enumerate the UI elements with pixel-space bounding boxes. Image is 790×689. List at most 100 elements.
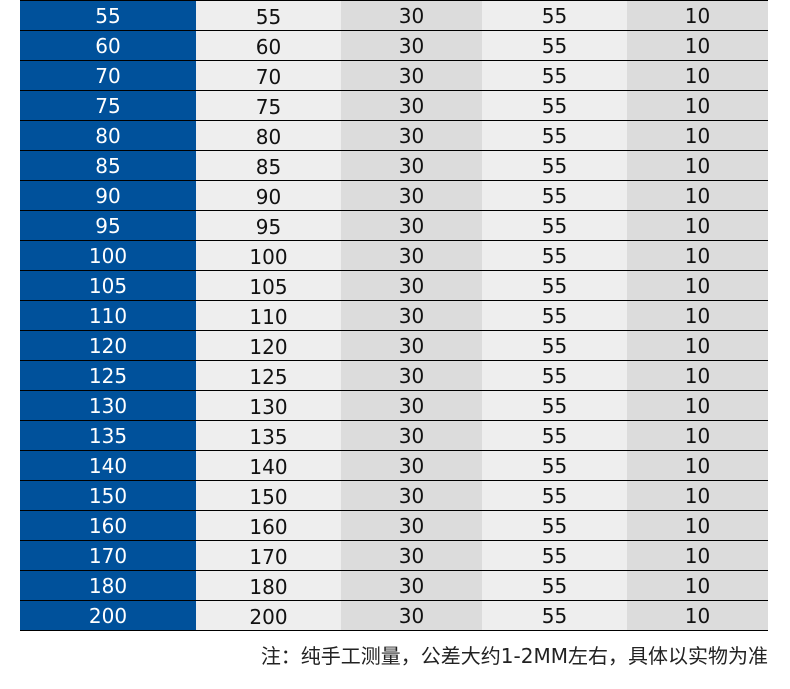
- table-row: 55 55 30 55 10: [20, 1, 768, 31]
- page-content: 55 55 30 55 10 60 60 30 55 10 70 70 30 55 10 75 75 30 55 10…: [20, 0, 768, 668]
- table-cell: 10: [627, 421, 768, 450]
- table-cell: 55: [196, 1, 341, 30]
- table-cell: 85: [196, 151, 341, 180]
- table-cell: 55: [482, 271, 627, 300]
- table-cell: 60: [196, 31, 341, 60]
- table-cell: 30: [341, 481, 482, 510]
- table-cell: 55: [482, 451, 627, 480]
- table-cell: 10: [627, 121, 768, 150]
- table-cell: 10: [627, 331, 768, 360]
- table-cell: 30: [341, 451, 482, 480]
- table-cell: 10: [627, 571, 768, 600]
- table-cell: 55: [482, 211, 627, 240]
- table-cell: 95: [196, 211, 341, 240]
- table-cell: 90: [196, 181, 341, 210]
- table-cell: 170: [196, 541, 341, 570]
- table-row: 100 100 30 55 10: [20, 241, 768, 271]
- table-cell: 30: [341, 91, 482, 120]
- table-cell: 70: [196, 61, 341, 90]
- table-row: 125 125 30 55 10: [20, 361, 768, 391]
- table-cell: 55: [482, 541, 627, 570]
- table-row: 70 70 30 55 10: [20, 61, 768, 91]
- table-cell: 55: [482, 421, 627, 450]
- table-cell: 30: [341, 391, 482, 420]
- table-cell: 30: [341, 541, 482, 570]
- table-cell: 100: [196, 241, 341, 270]
- table-cell: 30: [341, 511, 482, 540]
- row-header-cell: 125: [20, 361, 196, 390]
- table-cell: 180: [196, 571, 341, 600]
- table-cell: 10: [627, 481, 768, 510]
- table-cell: 10: [627, 1, 768, 30]
- row-header-cell: 120: [20, 331, 196, 360]
- row-header-cell: 200: [20, 601, 196, 630]
- table-cell: 10: [627, 151, 768, 180]
- table-cell: 55: [482, 61, 627, 90]
- table-cell: 10: [627, 271, 768, 300]
- table-cell: 55: [482, 121, 627, 150]
- table-cell: 75: [196, 91, 341, 120]
- table-cell: 10: [627, 211, 768, 240]
- table-row: 90 90 30 55 10: [20, 181, 768, 211]
- table-cell: 10: [627, 31, 768, 60]
- table-cell: 55: [482, 1, 627, 30]
- table-cell: 110: [196, 301, 341, 330]
- table-row: 140 140 30 55 10: [20, 451, 768, 481]
- table-row: 150 150 30 55 10: [20, 481, 768, 511]
- table-cell: 55: [482, 31, 627, 60]
- table-cell: 10: [627, 601, 768, 630]
- table-cell: 30: [341, 31, 482, 60]
- table-row: 85 85 30 55 10: [20, 151, 768, 181]
- row-header-cell: 110: [20, 301, 196, 330]
- row-header-cell: 150: [20, 481, 196, 510]
- table-cell: 10: [627, 451, 768, 480]
- table-cell: 125: [196, 361, 341, 390]
- table-cell: 30: [341, 121, 482, 150]
- table-cell: 10: [627, 181, 768, 210]
- table-cell: 30: [341, 211, 482, 240]
- row-header-cell: 55: [20, 1, 196, 30]
- row-header-cell: 80: [20, 121, 196, 150]
- table-cell: 30: [341, 361, 482, 390]
- row-header-cell: 60: [20, 31, 196, 60]
- table-cell: 30: [341, 151, 482, 180]
- row-header-cell: 135: [20, 421, 196, 450]
- row-header-cell: 70: [20, 61, 196, 90]
- table-cell: 160: [196, 511, 341, 540]
- table-cell: 30: [341, 331, 482, 360]
- table-cell: 10: [627, 91, 768, 120]
- row-header-cell: 85: [20, 151, 196, 180]
- table-cell: 10: [627, 361, 768, 390]
- table-cell: 55: [482, 601, 627, 630]
- row-header-cell: 90: [20, 181, 196, 210]
- table-row: 80 80 30 55 10: [20, 121, 768, 151]
- row-header-cell: 100: [20, 241, 196, 270]
- table-row: 135 135 30 55 10: [20, 421, 768, 451]
- table-cell: 30: [341, 421, 482, 450]
- table-cell: 120: [196, 331, 341, 360]
- table-row: 75 75 30 55 10: [20, 91, 768, 121]
- row-header-cell: 170: [20, 541, 196, 570]
- table-cell: 30: [341, 181, 482, 210]
- table-row: 130 130 30 55 10: [20, 391, 768, 421]
- table-cell: 55: [482, 331, 627, 360]
- table-cell: 55: [482, 241, 627, 270]
- size-table: 55 55 30 55 10 60 60 30 55 10 70 70 30 55 10 75 75 30 55 10…: [20, 0, 768, 631]
- table-cell: 10: [627, 241, 768, 270]
- row-header-cell: 75: [20, 91, 196, 120]
- table-cell: 150: [196, 481, 341, 510]
- table-cell: 30: [341, 301, 482, 330]
- table-cell: 135: [196, 421, 341, 450]
- table-cell: 30: [341, 61, 482, 90]
- row-header-cell: 130: [20, 391, 196, 420]
- row-header-cell: 105: [20, 271, 196, 300]
- measurement-note: 注：纯手工测量，公差大约1-2MM左右，具体以实物为准: [260, 644, 768, 668]
- table-row: 110 110 30 55 10: [20, 301, 768, 331]
- table-cell: 30: [341, 601, 482, 630]
- table-cell: 30: [341, 271, 482, 300]
- row-header-cell: 140: [20, 451, 196, 480]
- table-cell: 10: [627, 391, 768, 420]
- table-cell: 140: [196, 451, 341, 480]
- table-cell: 55: [482, 181, 627, 210]
- table-row: 160 160 30 55 10: [20, 511, 768, 541]
